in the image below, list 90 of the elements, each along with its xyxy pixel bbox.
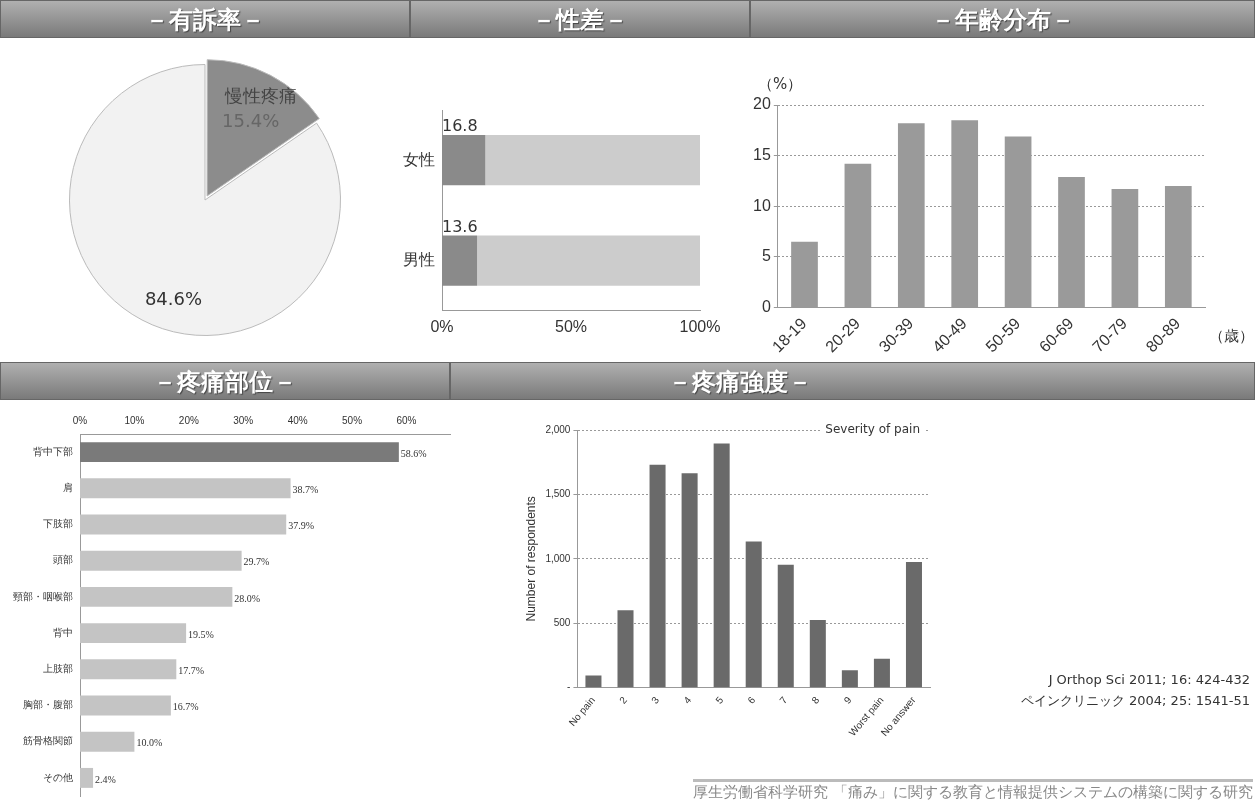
bar bbox=[442, 135, 486, 186]
y-tick-label: 15 bbox=[753, 146, 771, 164]
x-tick-label: 100% bbox=[679, 317, 721, 335]
chart-title: －年齢分布－ bbox=[750, 0, 1255, 38]
x-tick-label: 20% bbox=[178, 414, 199, 426]
data-label: 28.0% bbox=[234, 592, 261, 604]
data-label: 58.6% bbox=[400, 447, 427, 459]
x-tick-label: 40% bbox=[287, 414, 308, 426]
bar bbox=[713, 443, 730, 688]
bar bbox=[873, 658, 890, 688]
bar bbox=[80, 659, 177, 680]
y-tick-label: 筋骨格関節 bbox=[23, 735, 73, 747]
x-tick-label: 0% bbox=[72, 414, 88, 426]
x-tick-label: 5 bbox=[713, 694, 726, 706]
x-tick-label: 6 bbox=[745, 694, 758, 706]
y-tick-label: 10 bbox=[753, 196, 771, 214]
bar bbox=[745, 541, 762, 688]
chart-title: －有訴率－ bbox=[0, 0, 410, 38]
bar bbox=[80, 586, 233, 607]
y-tick-label: その他 bbox=[43, 771, 73, 783]
y-axis-title: （%） bbox=[758, 75, 803, 94]
y-tick-label: - bbox=[567, 681, 571, 693]
x-tick-label: 50% bbox=[342, 414, 363, 426]
data-label: 37.9% bbox=[288, 520, 315, 532]
y-tick-label: 1,000 bbox=[545, 552, 571, 564]
y-tick-label: 女性 bbox=[403, 150, 435, 168]
text: ペインクリニック 2004; 25: 1541-51 bbox=[1020, 692, 1250, 710]
y-tick-label: 背中 bbox=[53, 626, 73, 638]
x-tick-label: 9 bbox=[841, 694, 854, 706]
bar bbox=[617, 610, 634, 688]
bar bbox=[80, 478, 291, 499]
bar bbox=[442, 235, 478, 286]
data-label: 38.7% bbox=[292, 483, 319, 495]
data-label: 2.4% bbox=[95, 773, 116, 785]
x-tick-label: 50% bbox=[554, 317, 588, 335]
y-tick-label: 5 bbox=[761, 247, 771, 265]
bar bbox=[80, 731, 135, 752]
bar bbox=[905, 562, 922, 688]
y-tick-label: 背中下部 bbox=[33, 445, 73, 457]
chart-title: －疼痛強度－ bbox=[450, 362, 1255, 400]
data-label: 16.8 bbox=[442, 116, 478, 136]
x-tick-label: 7 bbox=[777, 694, 790, 706]
bar bbox=[649, 464, 666, 688]
data-label: 17.7% bbox=[178, 664, 205, 676]
chart-title: －性差－ bbox=[410, 0, 750, 38]
bar bbox=[80, 695, 171, 716]
y-tick-label: 頸部・咽喉部 bbox=[13, 590, 73, 602]
bar bbox=[477, 235, 700, 286]
y-tick-label: 下肢部 bbox=[43, 518, 73, 530]
data-label: 10.0% bbox=[136, 737, 163, 749]
y-tick-label: 2,000 bbox=[545, 423, 571, 435]
chart-subtitle: Severity of pain bbox=[825, 422, 920, 437]
y-tick-label: 頭部 bbox=[53, 554, 73, 566]
y-tick-label: 1,500 bbox=[545, 488, 571, 500]
y-tick-label: 500 bbox=[553, 617, 571, 628]
y-tick-label: 0 bbox=[761, 297, 771, 315]
bar bbox=[485, 135, 700, 186]
data-label: 16.7% bbox=[172, 701, 199, 713]
x-axis-title: （歳） bbox=[1209, 326, 1254, 345]
x-tick-label: 60% bbox=[396, 414, 417, 426]
y-tick-label: 20 bbox=[753, 95, 771, 113]
bar bbox=[80, 623, 187, 644]
x-tick-label: 0% bbox=[430, 317, 454, 335]
bar bbox=[80, 514, 287, 535]
bar bbox=[809, 620, 826, 688]
bar bbox=[841, 670, 858, 688]
bar bbox=[80, 442, 399, 463]
data-label: 13.6 bbox=[442, 216, 478, 236]
bar bbox=[80, 550, 242, 571]
text: J Orthop Sci 2011; 16: 424-432 bbox=[1048, 672, 1250, 687]
x-tick-label: 4 bbox=[681, 694, 694, 706]
y-axis-title: Number of respondents bbox=[523, 496, 538, 622]
x-tick-label: 3 bbox=[649, 694, 662, 706]
text: 厚生労働省科学研究 「痛み」に関する教育と情報提供システムの構築に関する研究 bbox=[693, 779, 1253, 802]
y-tick-label: 男性 bbox=[403, 251, 435, 269]
x-tick-label: 10% bbox=[124, 414, 145, 426]
bar bbox=[585, 675, 602, 688]
bar bbox=[777, 564, 794, 688]
y-tick-label: 上肢部 bbox=[43, 663, 73, 675]
data-label: 19.5% bbox=[188, 628, 214, 640]
x-tick-label: 2 bbox=[617, 694, 630, 706]
x-tick-label: 8 bbox=[809, 694, 822, 706]
bar bbox=[681, 473, 698, 688]
x-tick-label: 30% bbox=[233, 414, 254, 426]
data-label: 29.7% bbox=[243, 556, 270, 568]
y-tick-label: 肩 bbox=[63, 482, 73, 494]
y-tick-label: 胸部・腹部 bbox=[23, 699, 73, 711]
chart-title: －疼痛部位－ bbox=[0, 362, 450, 400]
bar bbox=[80, 767, 94, 788]
data-label: 84.6% bbox=[144, 287, 203, 309]
